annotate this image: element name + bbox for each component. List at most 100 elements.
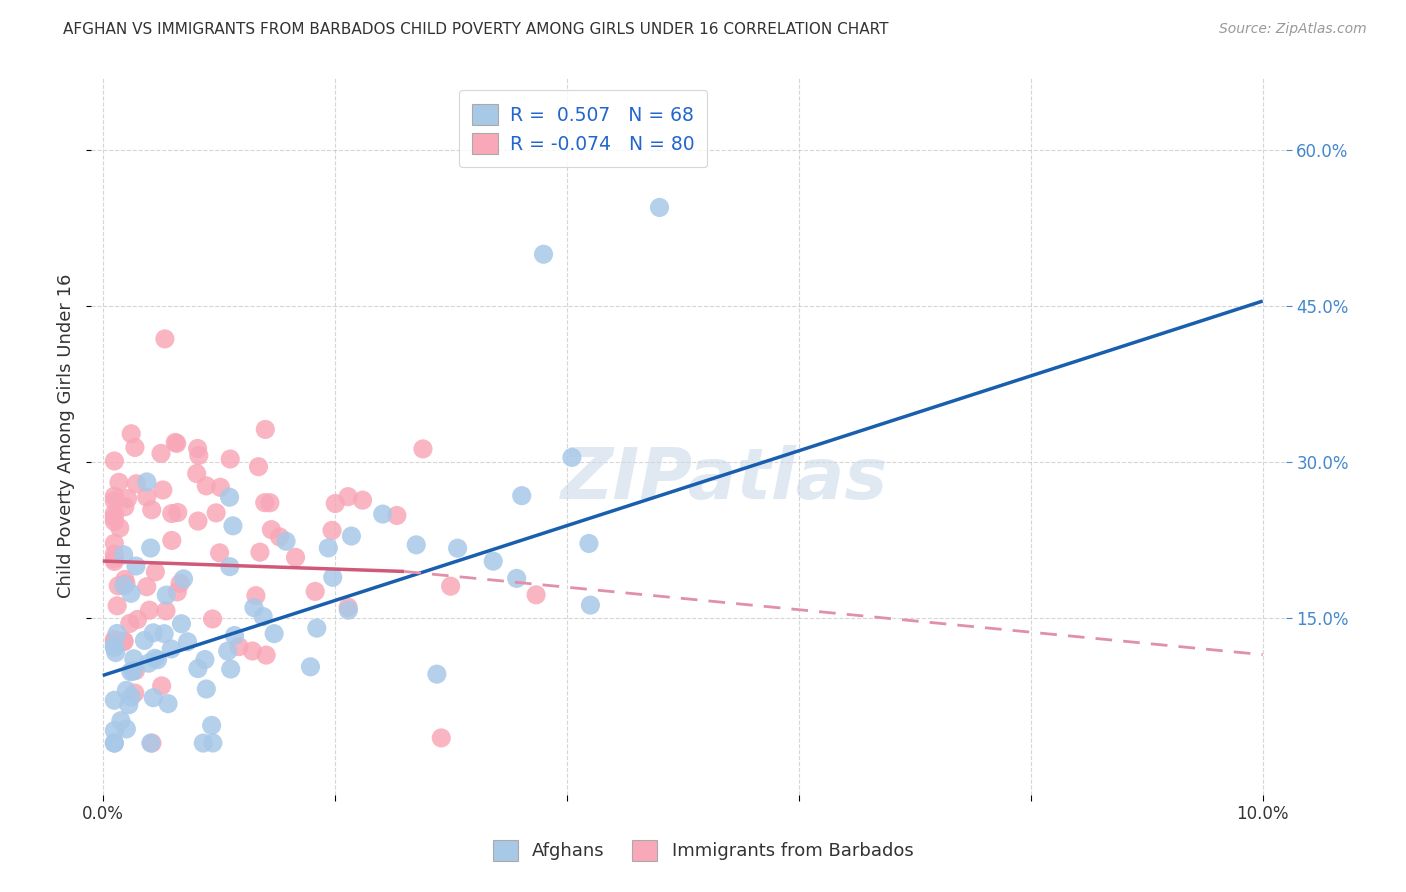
Point [112,578,135,592]
Point [142,625,165,640]
Point [252,609,274,624]
Point [284,550,307,565]
Point [103,634,125,648]
Point [157,697,180,711]
Point [117,491,139,506]
Point [105,626,128,640]
Point [112,634,135,648]
Text: ZIPatlas: ZIPatlas [561,445,889,514]
Point [103,723,125,738]
Point [439,579,461,593]
Point [260,523,283,537]
Point [112,634,135,648]
Point [155,588,177,602]
Point [186,467,208,481]
Point [245,589,267,603]
Point [115,576,138,591]
Point [209,480,232,494]
Point [108,521,131,535]
Point [118,698,141,712]
Point [107,579,129,593]
Point [648,201,671,215]
Point [578,536,600,550]
Point [103,693,125,707]
Point [217,644,239,658]
Point [124,441,146,455]
Point [337,600,360,615]
Point [166,584,188,599]
Point [194,652,217,666]
Point [160,642,183,657]
Point [125,476,148,491]
Point [150,446,173,460]
Point [166,506,188,520]
Point [124,686,146,700]
Point [304,584,326,599]
Point [219,452,242,467]
Point [524,588,547,602]
Point [205,506,228,520]
Point [187,449,209,463]
Point [228,640,250,654]
Point [155,604,177,618]
Point [579,598,602,612]
Point [103,552,125,566]
Point [134,633,156,648]
Point [253,496,276,510]
Point [412,442,434,456]
Point [103,494,125,508]
Point [103,506,125,520]
Point [114,500,136,514]
Point [103,640,125,655]
Point [254,648,277,662]
Point [104,646,127,660]
Point [115,722,138,736]
Point [120,665,142,679]
Point [103,536,125,550]
Point [269,530,291,544]
Point [139,541,162,555]
Point [195,479,218,493]
Point [187,442,209,456]
Point [243,600,266,615]
Point [124,664,146,678]
Point [201,612,224,626]
Point [173,572,195,586]
Point [103,736,125,750]
Y-axis label: Child Poverty Among Girls Under 16: Child Poverty Among Girls Under 16 [58,274,75,599]
Point [561,450,583,465]
Point [114,573,136,587]
Point [120,426,142,441]
Point [122,652,145,666]
Point [150,679,173,693]
Point [115,683,138,698]
Point [405,538,427,552]
Point [201,736,224,750]
Point [103,510,125,524]
Point [166,436,188,450]
Point [219,662,242,676]
Point [337,603,360,617]
Point [146,653,169,667]
Point [322,570,344,584]
Point [305,621,328,635]
Point [533,247,555,261]
Point [141,502,163,516]
Text: AFGHAN VS IMMIGRANTS FROM BARBADOS CHILD POVERTY AMONG GIRLS UNDER 16 CORRELATIO: AFGHAN VS IMMIGRANTS FROM BARBADOS CHILD… [63,22,889,37]
Point [321,524,343,538]
Point [138,603,160,617]
Point [224,628,246,642]
Point [165,435,187,450]
Point [222,519,245,533]
Point [187,662,209,676]
Point [103,489,125,503]
Point [153,626,176,640]
Point [152,483,174,497]
Point [103,454,125,468]
Point [323,496,346,510]
Legend: R =  0.507   N = 68, R = -0.074   N = 80: R = 0.507 N = 68, R = -0.074 N = 80 [458,90,707,168]
Point [105,599,128,613]
Point [160,507,183,521]
Point [195,681,218,696]
Point [208,546,231,560]
